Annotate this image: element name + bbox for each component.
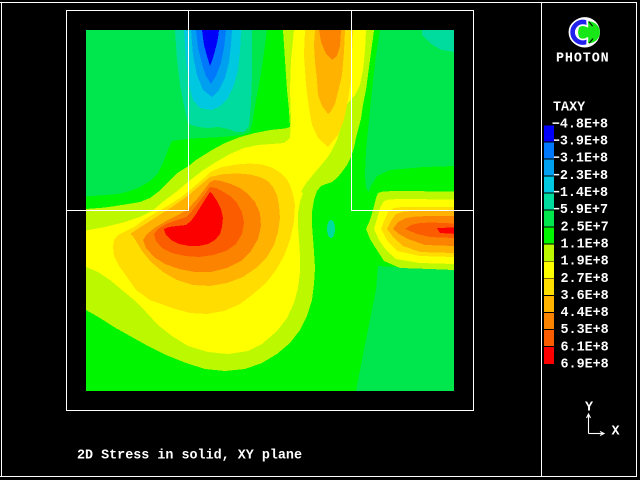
svg-text:2D Stress in solid, XY plane: 2D Stress in solid, XY plane — [77, 449, 302, 464]
svg-text:TAXY: TAXY — [553, 101, 586, 116]
svg-text:−4.8E+8: −4.8E+8 — [552, 117, 608, 132]
svg-text:−3.9E+8: −3.9E+8 — [552, 135, 608, 150]
svg-text:−2.3E+8: −2.3E+8 — [552, 169, 608, 184]
svg-text:PHOTON: PHOTON — [556, 52, 610, 67]
svg-text:−3.1E+8: −3.1E+8 — [552, 152, 608, 167]
svg-text:X: X — [612, 425, 621, 440]
svg-text:−1.4E+8: −1.4E+8 — [552, 186, 608, 201]
svg-text:2.5E+7: 2.5E+7 — [561, 220, 609, 235]
svg-text:2.7E+8: 2.7E+8 — [561, 272, 609, 287]
svg-text:6.1E+8: 6.1E+8 — [561, 340, 609, 355]
svg-text:−5.9E+7: −5.9E+7 — [552, 203, 608, 218]
svg-text:1.1E+8: 1.1E+8 — [561, 237, 609, 252]
svg-text:4.4E+8: 4.4E+8 — [561, 306, 609, 321]
svg-text:Y: Y — [585, 401, 594, 416]
svg-text:1.9E+8: 1.9E+8 — [561, 255, 609, 270]
svg-text:6.9E+8: 6.9E+8 — [561, 358, 609, 373]
svg-text:5.3E+8: 5.3E+8 — [561, 323, 609, 338]
svg-text:3.6E+8: 3.6E+8 — [561, 289, 609, 304]
